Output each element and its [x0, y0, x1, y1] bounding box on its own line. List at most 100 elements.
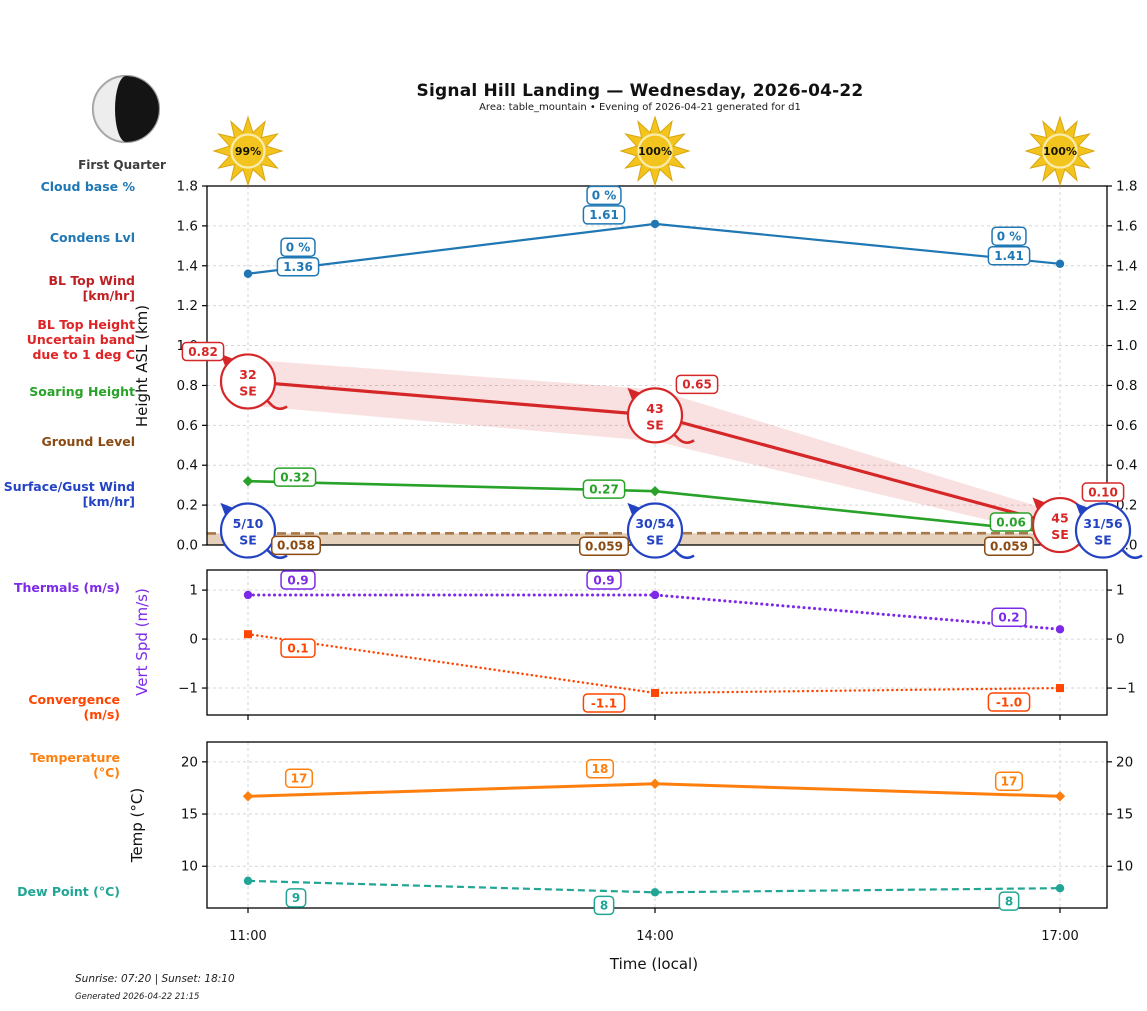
- svg-text:SE: SE: [1094, 533, 1112, 548]
- svg-text:1.8: 1.8: [177, 179, 198, 195]
- svg-text:−1: −1: [178, 681, 198, 697]
- sunrise-sunset-note: Sunrise: 07:20 | Sunset: 18:10: [75, 973, 235, 985]
- series-label-bl-top-wind-line1: BL Top Wind: [48, 273, 135, 288]
- series-label-temperature: Temperature (°C): [30, 750, 120, 780]
- sun-icon: 100%: [1024, 115, 1096, 187]
- y-axis-label-vert-spd: Vert Spd (m/s): [133, 588, 151, 696]
- svg-text:0.27: 0.27: [589, 482, 619, 496]
- series-label-thermals: Thermals (m/s): [13, 580, 120, 595]
- svg-text:0.06: 0.06: [996, 515, 1026, 529]
- series-label-convergence: Convergence (m/s): [28, 692, 120, 722]
- svg-text:100%: 100%: [1043, 145, 1077, 158]
- x-axis-label: Time (local): [609, 955, 699, 973]
- series-label-cloud-base: Cloud base %: [40, 179, 135, 194]
- chart-height-asl: 0.00.00.20.20.40.40.60.60.80.81.01.01.21…: [177, 179, 1143, 560]
- svg-text:0 %: 0 %: [997, 230, 1022, 244]
- svg-text:0: 0: [189, 632, 198, 648]
- svg-text:1.8: 1.8: [1116, 179, 1137, 195]
- svg-text:18: 18: [592, 762, 609, 776]
- x-tick-17-00: 17:00: [1041, 929, 1079, 944]
- svg-text:SE: SE: [239, 383, 257, 398]
- svg-text:1.0: 1.0: [1116, 338, 1137, 354]
- svg-text:-1.1: -1.1: [591, 696, 617, 710]
- svg-text:0.9: 0.9: [593, 573, 614, 587]
- svg-text:17: 17: [291, 772, 308, 786]
- y-axis-label-height-asl: Height ASL (km): [133, 304, 151, 428]
- svg-text:1: 1: [1116, 583, 1125, 599]
- svg-text:0.2: 0.2: [177, 498, 198, 514]
- svg-text:-1.0: -1.0: [996, 695, 1022, 709]
- chart-temperature: 20 20 15 15 10 10 17 18 17 9 8 8: [181, 741, 1133, 916]
- svg-text:0.9: 0.9: [287, 573, 308, 587]
- series-label-dew-point: Dew Point (°C): [17, 884, 120, 899]
- svg-text:0.4: 0.4: [1116, 458, 1137, 474]
- svg-text:0: 0: [1116, 632, 1125, 648]
- svg-text:SE: SE: [239, 533, 257, 548]
- series-label-condens-lvl: Condens Lvl: [49, 230, 135, 245]
- series-label-bl-top-wind-line2: [km/hr]: [82, 288, 135, 303]
- value-labels: 1.36 0 % 1.61 0 % 1.41 0 % 0.82 0.65 0.10 0.32 0.2…: [181, 185, 1125, 556]
- series-label-surface-gust-wind-line2: [km/hr]: [82, 494, 135, 509]
- svg-text:0.059: 0.059: [990, 540, 1028, 554]
- series-label-bl-top-height: BL Top Height Uncertain band due to 1 de…: [0, 317, 135, 362]
- value-labels: 0.9 0.9 0.2 0.1 -1.1 -1.0: [280, 570, 1031, 713]
- svg-text:0.2: 0.2: [998, 611, 1019, 625]
- svg-text:1: 1: [189, 583, 198, 599]
- page-subtitle: Area: table_mountain • Evening of 2026-0…: [479, 102, 801, 113]
- series-label-ground-level: Ground Level: [41, 434, 135, 449]
- moon-phase-label: First Quarter: [78, 158, 166, 172]
- sun-icon: 100%: [619, 115, 691, 187]
- svg-text:99%: 99%: [235, 145, 261, 158]
- series-temperature: [242, 778, 1066, 802]
- svg-text:0.65: 0.65: [682, 378, 712, 392]
- svg-text:1.2: 1.2: [1116, 298, 1137, 314]
- svg-text:SE: SE: [646, 533, 664, 548]
- svg-text:0.059: 0.059: [585, 540, 623, 554]
- series-label-bl-top-wind: BL Top Wind [km/hr]: [0, 273, 135, 303]
- svg-text:45: 45: [1051, 511, 1068, 526]
- svg-text:1.41: 1.41: [994, 249, 1024, 263]
- series-label-soaring-height: Soaring Height: [29, 384, 135, 399]
- svg-text:20: 20: [1116, 754, 1133, 770]
- svg-text:0 %: 0 %: [286, 241, 311, 255]
- series-convergence: [244, 630, 1064, 697]
- svg-text:1.2: 1.2: [177, 298, 198, 314]
- series-label-bl-top-height-line2: Uncertain band: [26, 332, 135, 347]
- svg-text:20: 20: [181, 754, 198, 770]
- svg-text:9: 9: [292, 891, 300, 905]
- x-tick-11-00: 11:00: [229, 929, 267, 944]
- svg-text:8: 8: [1005, 894, 1013, 908]
- svg-text:0.4: 0.4: [177, 458, 198, 474]
- svg-text:0 %: 0 %: [592, 189, 617, 203]
- svg-text:1.6: 1.6: [177, 218, 198, 234]
- svg-text:31/56: 31/56: [1083, 516, 1123, 531]
- chart-vert-spd: 1 1 0 0 −1 −1 0.9 0.9 0.2 0.1 -1.1 -1.0: [178, 569, 1136, 720]
- svg-text:0.6: 0.6: [177, 418, 198, 434]
- svg-text:15: 15: [1116, 807, 1133, 823]
- svg-text:0.8: 0.8: [1116, 378, 1137, 394]
- svg-text:17: 17: [1001, 775, 1018, 789]
- value-labels: 17 18 17 9 8 8: [284, 759, 1024, 916]
- svg-text:0.82: 0.82: [188, 345, 218, 359]
- svg-text:15: 15: [181, 807, 198, 823]
- svg-text:0.8: 0.8: [177, 378, 198, 394]
- generated-note: Generated 2026-04-22 21:15: [75, 992, 200, 1002]
- svg-text:100%: 100%: [638, 145, 672, 158]
- series-dew-point: [243, 876, 1065, 897]
- svg-text:1.4: 1.4: [1116, 258, 1137, 274]
- x-tick-14-00: 14:00: [636, 929, 674, 944]
- svg-text:0.10: 0.10: [1088, 485, 1118, 499]
- svg-text:0.0: 0.0: [177, 538, 198, 554]
- svg-text:1.36: 1.36: [283, 260, 313, 274]
- sun-icon: 99%: [212, 115, 284, 187]
- page-title: Signal Hill Landing — Wednesday, 2026-04…: [416, 81, 864, 101]
- series-thermals: [243, 590, 1065, 634]
- svg-text:SE: SE: [1051, 527, 1069, 542]
- series-label-bl-top-height-line1: BL Top Height: [37, 317, 135, 332]
- series-label-bl-top-height-line3: due to 1 deg C: [32, 347, 135, 362]
- svg-text:10: 10: [181, 859, 198, 875]
- svg-text:43: 43: [646, 401, 663, 416]
- series-condens-lvl: [243, 219, 1065, 278]
